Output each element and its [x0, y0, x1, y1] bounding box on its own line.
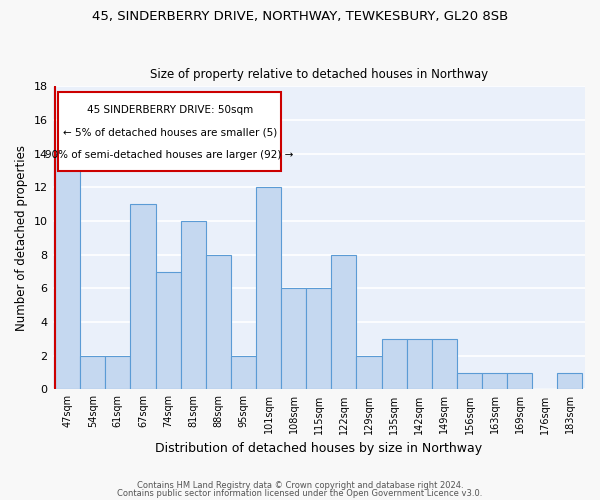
Bar	[155, 272, 181, 390]
Text: 45, SINDERBERRY DRIVE, NORTHWAY, TEWKESBURY, GL20 8SB: 45, SINDERBERRY DRIVE, NORTHWAY, TEWKESB…	[92, 10, 508, 23]
Text: Contains public sector information licensed under the Open Government Licence v3: Contains public sector information licen…	[118, 488, 482, 498]
Title: Size of property relative to detached houses in Northway: Size of property relative to detached ho…	[150, 68, 488, 81]
Bar	[331, 254, 356, 390]
Y-axis label: Number of detached properties: Number of detached properties	[15, 145, 28, 331]
Text: ← 5% of detached houses are smaller (5): ← 5% of detached houses are smaller (5)	[62, 127, 277, 137]
Bar	[432, 339, 457, 390]
Bar	[356, 356, 382, 390]
Bar	[557, 372, 583, 390]
Bar	[407, 339, 432, 390]
Bar	[105, 356, 130, 390]
Bar	[482, 372, 507, 390]
Text: 90% of semi-detached houses are larger (92) →: 90% of semi-detached houses are larger (…	[46, 150, 294, 160]
X-axis label: Distribution of detached houses by size in Northway: Distribution of detached houses by size …	[155, 442, 482, 455]
Bar	[231, 356, 256, 390]
Text: Contains HM Land Registry data © Crown copyright and database right 2024.: Contains HM Land Registry data © Crown c…	[137, 481, 463, 490]
Text: 45 SINDERBERRY DRIVE: 50sqm: 45 SINDERBERRY DRIVE: 50sqm	[86, 104, 253, 115]
Bar	[130, 204, 155, 390]
Bar	[382, 339, 407, 390]
FancyBboxPatch shape	[58, 92, 281, 171]
Bar	[80, 356, 105, 390]
Bar	[457, 372, 482, 390]
Bar	[181, 221, 206, 390]
Bar	[55, 154, 80, 390]
Bar	[256, 188, 281, 390]
Bar	[206, 254, 231, 390]
Bar	[507, 372, 532, 390]
Bar	[306, 288, 331, 390]
Bar	[281, 288, 306, 390]
